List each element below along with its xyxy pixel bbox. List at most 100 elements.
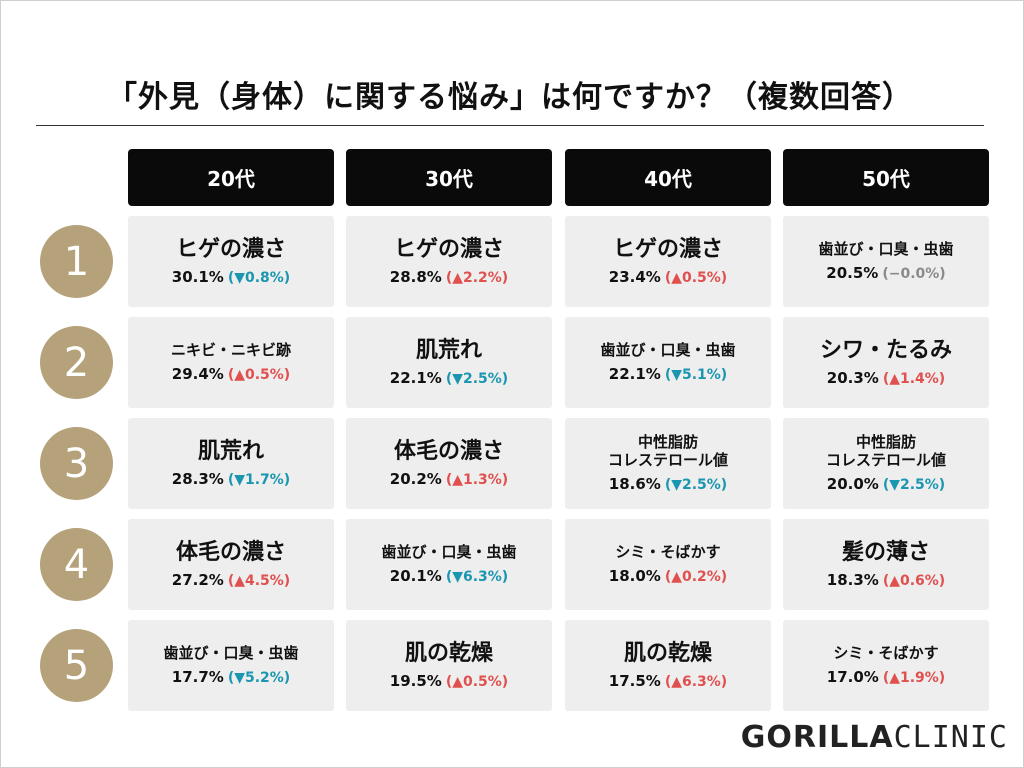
age-header-2: 30代 bbox=[346, 149, 552, 206]
rank-badge-5: 5 bbox=[40, 629, 113, 702]
concern-name: 歯並び・口臭・虫歯 bbox=[163, 643, 299, 662]
concern-change: (▲1.9%) bbox=[882, 670, 946, 687]
concern-stat: 18.3% (▲0.6%) bbox=[827, 571, 945, 589]
ranking-cell: ヒゲの濃さ 23.4% (▲0.5%) bbox=[565, 216, 771, 307]
concern-name: 中性脂肪 コレステロール値 bbox=[607, 433, 728, 469]
ranking-cell: 体毛の濃さ 20.2% (▲1.3%) bbox=[346, 418, 552, 509]
rank-badge-3: 3 bbox=[40, 427, 113, 500]
concern-stat: 18.0% (▲0.2%) bbox=[609, 567, 727, 585]
concern-name: 中性脂肪 コレステロール値 bbox=[825, 433, 946, 469]
ranking-cell: 歯並び・口臭・虫歯 20.5% (−0.0%) bbox=[783, 216, 989, 307]
concern-stat: 20.1% (▼6.3%) bbox=[390, 567, 508, 585]
logo-bold-text: GORILLA bbox=[740, 720, 894, 755]
ranking-cell: ニキビ・ニキビ跡 29.4% (▲0.5%) bbox=[128, 317, 334, 408]
concern-percentage: 20.0% bbox=[826, 474, 879, 493]
ranking-cell: 髪の薄さ 18.3% (▲0.6%) bbox=[783, 519, 989, 610]
ranking-cell: 体毛の濃さ 27.2% (▲4.5%) bbox=[128, 519, 334, 610]
ranking-cell: 肌荒れ 28.3% (▼1.7%) bbox=[128, 418, 334, 509]
concern-stat: 19.5% (▲0.5%) bbox=[390, 672, 508, 690]
concern-change: (▼5.2%) bbox=[227, 670, 291, 687]
concern-name: ヒゲの濃さ bbox=[393, 236, 504, 262]
ranking-cell: 歯並び・口臭・虫歯 20.1% (▼6.3%) bbox=[346, 519, 552, 610]
concern-stat: 22.1% (▼5.1%) bbox=[609, 365, 727, 383]
concern-name: ニキビ・ニキビ跡 bbox=[170, 340, 291, 359]
concern-change: (▼2.5%) bbox=[882, 476, 946, 493]
concern-percentage: 29.4% bbox=[171, 365, 224, 384]
logo-light-text: CLINIC bbox=[893, 720, 1008, 755]
concern-change: (▼6.3%) bbox=[445, 569, 509, 586]
concern-stat: 30.1% (▼0.8%) bbox=[172, 268, 290, 286]
concern-name: シミ・そばかす bbox=[615, 542, 721, 561]
concern-stat: 18.6% (▼2.5%) bbox=[609, 475, 727, 493]
concern-change: (▲0.5%) bbox=[227, 367, 291, 384]
ranking-cell: シミ・そばかす 17.0% (▲1.9%) bbox=[783, 620, 989, 711]
ranking-cell: シミ・そばかす 18.0% (▲0.2%) bbox=[565, 519, 771, 610]
age-header-1: 20代 bbox=[128, 149, 334, 206]
concern-change: (▲0.2%) bbox=[664, 569, 728, 586]
concern-change: (▲4.5%) bbox=[227, 573, 291, 590]
concern-percentage: 17.5% bbox=[608, 672, 661, 691]
concern-stat: 29.4% (▲0.5%) bbox=[172, 365, 290, 383]
concern-percentage: 22.1% bbox=[608, 365, 661, 384]
concern-name: 歯並び・口臭・虫歯 bbox=[818, 239, 954, 258]
page-title: 「外見（身体）に関する悩み」は何ですか？（複数回答） bbox=[107, 80, 913, 115]
concern-change: (▼0.8%) bbox=[227, 270, 291, 287]
concern-stat: 17.7% (▼5.2%) bbox=[172, 668, 290, 686]
concern-percentage: 18.0% bbox=[608, 567, 661, 586]
concern-change: (▼5.1%) bbox=[664, 367, 728, 384]
concern-name: 体毛の濃さ bbox=[393, 438, 504, 464]
rank-badge-1: 1 bbox=[40, 225, 113, 298]
ranking-cell: 中性脂肪 コレステロール値 20.0% (▼2.5%) bbox=[783, 418, 989, 509]
concern-percentage: 23.4% bbox=[608, 268, 661, 287]
concern-name: 歯並び・口臭・虫歯 bbox=[600, 340, 736, 359]
concern-percentage: 30.1% bbox=[171, 268, 224, 287]
concern-percentage: 22.1% bbox=[389, 369, 442, 388]
concern-percentage: 20.3% bbox=[826, 369, 879, 388]
ranking-cell: 肌の乾燥 19.5% (▲0.5%) bbox=[346, 620, 552, 711]
concern-percentage: 20.1% bbox=[389, 567, 442, 586]
concern-change: (▲6.3%) bbox=[664, 674, 728, 691]
concern-name: 肌の乾燥 bbox=[404, 640, 493, 666]
ranking-cell: 中性脂肪 コレステロール値 18.6% (▼2.5%) bbox=[565, 418, 771, 509]
concern-name: 髪の薄さ bbox=[841, 539, 930, 565]
age-header-3: 40代 bbox=[565, 149, 771, 206]
concern-name: シワ・たるみ bbox=[819, 337, 952, 363]
concern-name: ヒゲの濃さ bbox=[612, 236, 723, 262]
ranking-cell: ヒゲの濃さ 28.8% (▲2.2%) bbox=[346, 216, 552, 307]
concern-name: 肌荒れ bbox=[415, 337, 482, 363]
concern-stat: 28.3% (▼1.7%) bbox=[172, 470, 290, 488]
rank-badge-2: 2 bbox=[40, 326, 113, 399]
concern-percentage: 28.3% bbox=[171, 470, 224, 489]
concern-stat: 20.2% (▲1.3%) bbox=[390, 470, 508, 488]
concern-stat: 17.0% (▲1.9%) bbox=[827, 668, 945, 686]
concern-percentage: 28.8% bbox=[389, 268, 442, 287]
concern-stat: 28.8% (▲2.2%) bbox=[390, 268, 508, 286]
concern-name: 肌の乾燥 bbox=[623, 640, 712, 666]
concern-change: (▲1.4%) bbox=[882, 371, 946, 388]
concern-percentage: 20.2% bbox=[389, 470, 442, 489]
ranking-cell: 歯並び・口臭・虫歯 17.7% (▼5.2%) bbox=[128, 620, 334, 711]
ranking-cell: 肌荒れ 22.1% (▼2.5%) bbox=[346, 317, 552, 408]
concern-name: 体毛の濃さ bbox=[175, 539, 286, 565]
ranking-cell: 歯並び・口臭・虫歯 22.1% (▼5.1%) bbox=[565, 317, 771, 408]
concern-stat: 20.5% (−0.0%) bbox=[826, 264, 945, 282]
concern-change: (▲0.5%) bbox=[445, 674, 509, 691]
concern-name: ヒゲの濃さ bbox=[175, 236, 286, 262]
concern-change: (▲0.5%) bbox=[664, 270, 728, 287]
concern-name: シミ・そばかす bbox=[833, 643, 939, 662]
concern-change: (▼2.5%) bbox=[664, 476, 728, 493]
concern-percentage: 19.5% bbox=[389, 672, 442, 691]
concern-percentage: 20.5% bbox=[826, 264, 879, 283]
ranking-cell: ヒゲの濃さ 30.1% (▼0.8%) bbox=[128, 216, 334, 307]
concern-percentage: 18.6% bbox=[608, 474, 661, 493]
age-header-4: 50代 bbox=[783, 149, 989, 206]
concern-percentage: 18.3% bbox=[826, 571, 879, 590]
concern-name: 肌荒れ bbox=[197, 438, 264, 464]
concern-change: (▼1.7%) bbox=[227, 472, 291, 489]
concern-stat: 22.1% (▼2.5%) bbox=[390, 369, 508, 387]
concern-name: 歯並び・口臭・虫歯 bbox=[381, 542, 517, 561]
rank-badge-4: 4 bbox=[40, 528, 113, 601]
concern-change: (−0.0%) bbox=[882, 266, 946, 283]
concern-change: (▲0.6%) bbox=[882, 573, 946, 590]
concern-stat: 20.0% (▼2.5%) bbox=[827, 475, 945, 493]
